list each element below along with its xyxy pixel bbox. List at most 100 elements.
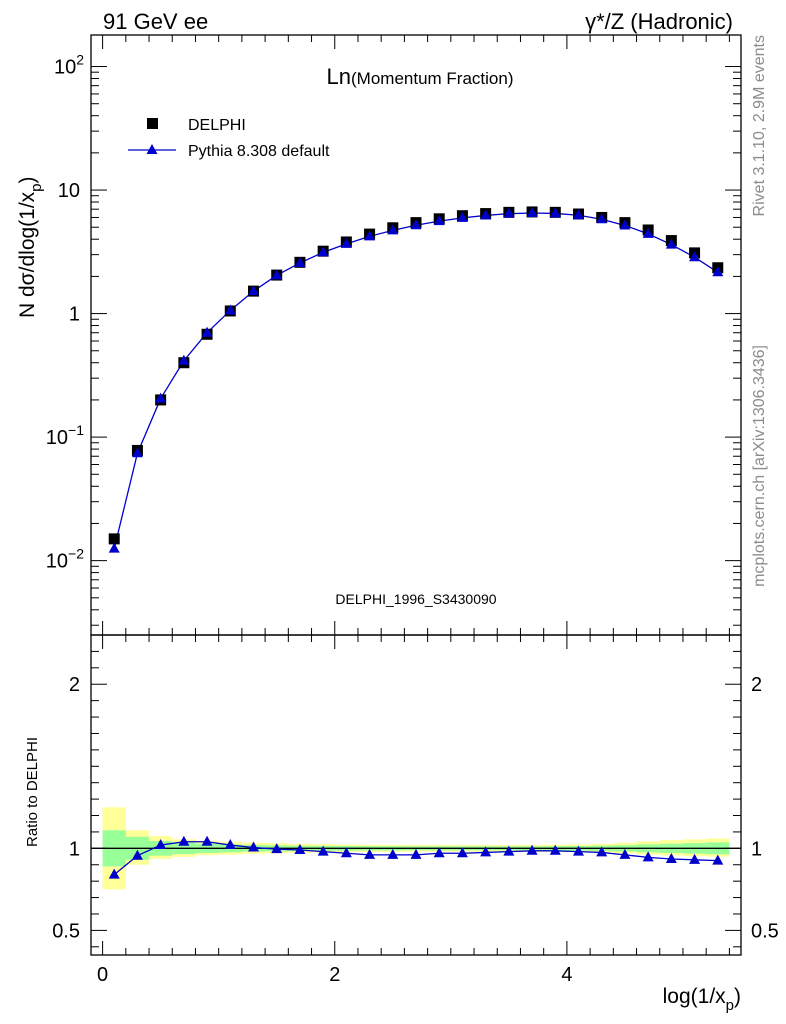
mc-point <box>387 224 399 235</box>
mc-point <box>456 211 468 222</box>
legend-mc-label: Pythia 8.308 default <box>188 143 330 160</box>
legend-data-label: DELPHI <box>188 117 246 134</box>
mc-point <box>480 209 492 220</box>
ratio-point <box>178 835 190 846</box>
mc-point <box>201 326 213 337</box>
mc-point <box>108 542 120 553</box>
y-label-close: ) <box>16 176 39 183</box>
mc-line-layer <box>113 212 719 549</box>
mc-point <box>573 209 584 220</box>
mc-point <box>248 285 259 296</box>
mc-point <box>317 246 329 257</box>
ratio-point <box>131 849 143 860</box>
data-point <box>108 533 120 545</box>
ratio-marker-layer <box>108 835 724 879</box>
marker-layer <box>108 206 724 553</box>
title-sub: (Momentum Fraction) <box>351 69 513 88</box>
ratio-point <box>410 848 422 859</box>
mc-point <box>155 392 167 403</box>
legend-data-marker <box>147 118 158 129</box>
mc-point <box>689 251 701 262</box>
x-label-main: log(1/x <box>663 985 727 1008</box>
ratio-point <box>271 843 283 854</box>
ratio-point <box>503 845 515 856</box>
x-label-sub: p <box>726 997 734 1014</box>
mc-point <box>549 207 561 218</box>
ratio-point <box>526 844 538 855</box>
x-label-close: ) <box>734 985 741 1008</box>
mc-point <box>712 266 724 277</box>
mc-point <box>294 256 306 267</box>
ratio-y-tick-label: 2 <box>69 674 80 696</box>
mc-point <box>503 207 515 218</box>
mc-point <box>178 354 190 365</box>
main-y-tick-label: 1 <box>69 304 80 326</box>
mc-point <box>224 304 236 315</box>
x-tick-label: 2 <box>329 964 340 986</box>
main-y-tick-label: 10 <box>58 180 80 202</box>
chart-title: Ln(Momentum Fraction) <box>327 64 514 89</box>
mc-point <box>596 213 608 224</box>
ratio-axes: 0 2 4 0.5 0.5 1 1 2 2 <box>52 635 779 986</box>
ratio-y-tick-label-right: 2 <box>751 674 762 696</box>
ratio-point <box>665 853 677 863</box>
ratio-point <box>596 846 608 857</box>
ratio-frame <box>90 634 742 956</box>
ratio-point <box>642 851 654 862</box>
ratio-point <box>456 847 468 858</box>
x-tick-label: 4 <box>561 964 572 986</box>
ratio-y-tick-label: 0.5 <box>52 920 80 942</box>
ratio-point <box>433 847 445 858</box>
legend: DELPHI Pythia 8.308 default <box>128 117 330 160</box>
mc-point <box>410 219 422 230</box>
ratio-point <box>364 848 376 859</box>
header-left: 91 GeV ee <box>103 9 208 34</box>
mc-point <box>619 219 631 230</box>
main-y-tick-label: 10−1 <box>46 422 84 449</box>
ratio-point <box>108 868 120 879</box>
mc-point <box>271 269 283 280</box>
ratio-point <box>573 845 584 856</box>
ratio-point <box>155 839 167 850</box>
ratio-point <box>317 845 329 856</box>
mc-point <box>642 227 654 238</box>
main-panel: DELPHI_1996_S3430090 10−2 10−1 1 10 102 Ln(M… <box>16 34 742 636</box>
main-y-tick-label: 102 <box>54 52 84 79</box>
x-tick-label: 0 <box>97 964 108 986</box>
ratio-point <box>294 843 306 854</box>
mc-point <box>340 237 352 248</box>
title-main: Ln <box>327 64 351 89</box>
ratio-point <box>689 853 701 864</box>
watermark-text: DELPHI_1996_S3430090 <box>335 591 496 607</box>
ratio-panel: 0 2 4 0.5 0.5 1 1 2 2 Ratio to DELPHI log(1/xp) <box>24 634 779 1014</box>
ratio-point <box>224 839 236 850</box>
ratio-point <box>248 841 259 852</box>
y-axis-label: N dσ/dlog(1/xp) <box>16 176 45 318</box>
rivet-label: Rivet 3.1.10, 2.9M events <box>751 35 768 216</box>
ratio-y-label: Ratio to DELPHI <box>24 737 41 847</box>
ratio-point <box>480 846 492 857</box>
ratio-point <box>619 848 631 859</box>
mc-point <box>433 215 445 226</box>
ratio-point <box>201 835 213 846</box>
mc-point <box>526 207 538 218</box>
ratio-y-tick-label-right: 0.5 <box>751 920 779 942</box>
mc-point <box>131 447 143 458</box>
main-axes: 10−2 10−1 1 10 102 <box>46 35 741 635</box>
x-axis-label: log(1/xp) <box>663 985 741 1014</box>
header-right: γ*/Z (Hadronic) <box>585 9 733 34</box>
y-label-sub: p <box>28 183 45 191</box>
y-label-main: N dσ/dlog(1/x <box>16 191 39 318</box>
mc-point <box>364 230 376 241</box>
ratio-point <box>712 854 724 865</box>
ratio-y-tick-label-right: 1 <box>751 838 762 860</box>
ratio-point <box>549 844 561 855</box>
legend-mc-marker <box>146 144 158 154</box>
watermark-layer: DELPHI_1996_S3430090 <box>335 591 496 607</box>
mcplots-label: mcplots.cern.ch [arXiv:1306.3436] <box>751 345 768 587</box>
ratio-point <box>340 847 352 858</box>
ratio-y-tick-label: 1 <box>69 838 80 860</box>
mc-series-line <box>113 212 719 549</box>
mc-point <box>665 238 677 249</box>
